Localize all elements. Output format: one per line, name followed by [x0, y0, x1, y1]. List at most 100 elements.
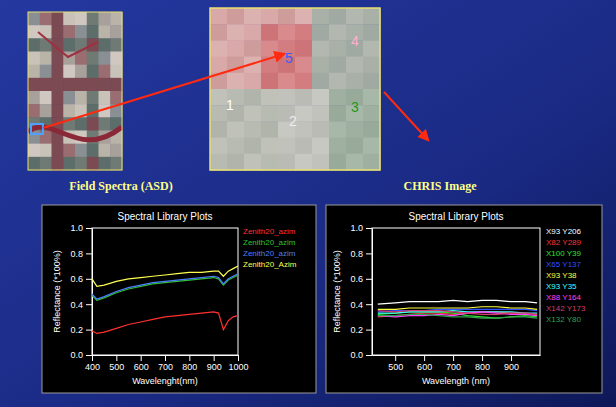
field	[87, 78, 99, 92]
x-tick: 600	[134, 355, 149, 372]
field	[40, 144, 52, 158]
arrow	[43, 54, 284, 128]
pixel	[295, 105, 313, 122]
x-tick-mark	[165, 355, 166, 361]
field	[87, 65, 99, 79]
field	[52, 157, 64, 171]
x-tick-mark	[189, 355, 190, 361]
y-tick: 0.4	[70, 300, 92, 310]
field	[87, 25, 99, 39]
y-tick: 1.0	[350, 223, 372, 233]
legend-entry: X93 Y206	[546, 227, 582, 236]
chart: Spectral Library Plots0.00.20.40.60.81.0…	[326, 205, 602, 393]
y-tick-mark	[366, 253, 372, 254]
y-tick-mark	[366, 228, 372, 229]
pixel	[329, 138, 347, 155]
y-tick: 0.4	[350, 300, 372, 310]
pixel-label: 1	[226, 97, 234, 113]
y-tick: 0.8	[350, 249, 372, 259]
pixel	[210, 8, 228, 25]
x-tick-label: 700	[446, 362, 461, 372]
field	[40, 12, 52, 26]
field	[40, 52, 52, 66]
pixel	[295, 40, 313, 57]
x-tick-mark	[482, 355, 483, 361]
pixel	[210, 24, 228, 41]
y-tick-label: 1.0	[350, 223, 363, 233]
legend-entry: Zenith20_Azim	[243, 260, 297, 269]
x-tick: 500	[388, 355, 403, 372]
field	[28, 91, 40, 105]
field	[110, 38, 122, 52]
spectrum-line	[92, 275, 238, 300]
field	[28, 157, 40, 171]
legend-entry: X100 Y39	[546, 249, 582, 258]
field	[63, 104, 75, 118]
x-tick-label: 600	[417, 362, 432, 372]
field	[28, 104, 40, 118]
x-tick-label: 800	[475, 362, 490, 372]
chart: Spectral Library Plots0.00.20.40.60.81.0…	[42, 205, 316, 393]
spectrum-line	[378, 300, 537, 304]
field	[110, 144, 122, 158]
field	[63, 157, 75, 171]
field	[63, 144, 75, 158]
pixel	[363, 24, 381, 41]
x-tick: 700	[446, 355, 461, 372]
x-tick-mark	[116, 355, 117, 361]
x-tick-label: 500	[109, 362, 124, 372]
pixel	[295, 138, 313, 155]
field	[52, 91, 64, 105]
pixel	[363, 40, 381, 57]
field	[40, 131, 52, 145]
pixel	[244, 73, 262, 90]
pixel	[312, 8, 330, 25]
x-axis-line	[373, 355, 541, 356]
field	[52, 144, 64, 158]
pixel	[261, 138, 279, 155]
field	[40, 65, 52, 79]
field	[87, 117, 99, 131]
pixel	[244, 89, 262, 106]
field	[63, 12, 75, 26]
pixel	[227, 121, 245, 138]
pixel	[227, 154, 245, 171]
y-tick: 0.2	[70, 325, 92, 335]
x-tick-label: 900	[207, 362, 222, 372]
x-tick: 400	[85, 355, 100, 372]
chart-title: Spectral Library Plots	[117, 211, 212, 222]
pixel	[261, 24, 279, 41]
field	[99, 91, 111, 105]
field	[40, 104, 52, 118]
spectrum-line	[378, 311, 537, 315]
caption: Field Spectra (ASD)	[69, 179, 172, 193]
y-axis: 0.00.20.40.60.81.0	[350, 223, 372, 360]
zoom-image: 12345	[210, 8, 381, 171]
field	[110, 65, 122, 79]
pixel	[278, 8, 296, 25]
field	[75, 65, 87, 79]
spectrum-line	[92, 266, 238, 286]
pixel-label: 2	[289, 113, 297, 129]
pixel	[295, 8, 313, 25]
y-tick-mark	[366, 279, 372, 280]
field	[87, 12, 99, 26]
y-tick-label: 0.8	[70, 249, 83, 259]
spectrum-line	[92, 312, 238, 334]
chart-panel	[42, 205, 316, 393]
pixel	[244, 40, 262, 57]
pixel	[363, 105, 381, 122]
legend: Zenith20_azimZenith20_azimZenith20_azimZ…	[243, 227, 297, 269]
y-tick-label: 0.4	[350, 300, 363, 310]
field	[52, 78, 64, 92]
field	[87, 144, 99, 158]
pixel	[278, 154, 296, 171]
plot-lines	[92, 266, 238, 333]
x-tick-mark	[511, 355, 512, 361]
pixel	[312, 24, 330, 41]
pixel	[295, 154, 313, 171]
pixel	[278, 138, 296, 155]
image-border	[28, 12, 122, 170]
pixel	[261, 73, 279, 90]
field	[75, 78, 87, 92]
